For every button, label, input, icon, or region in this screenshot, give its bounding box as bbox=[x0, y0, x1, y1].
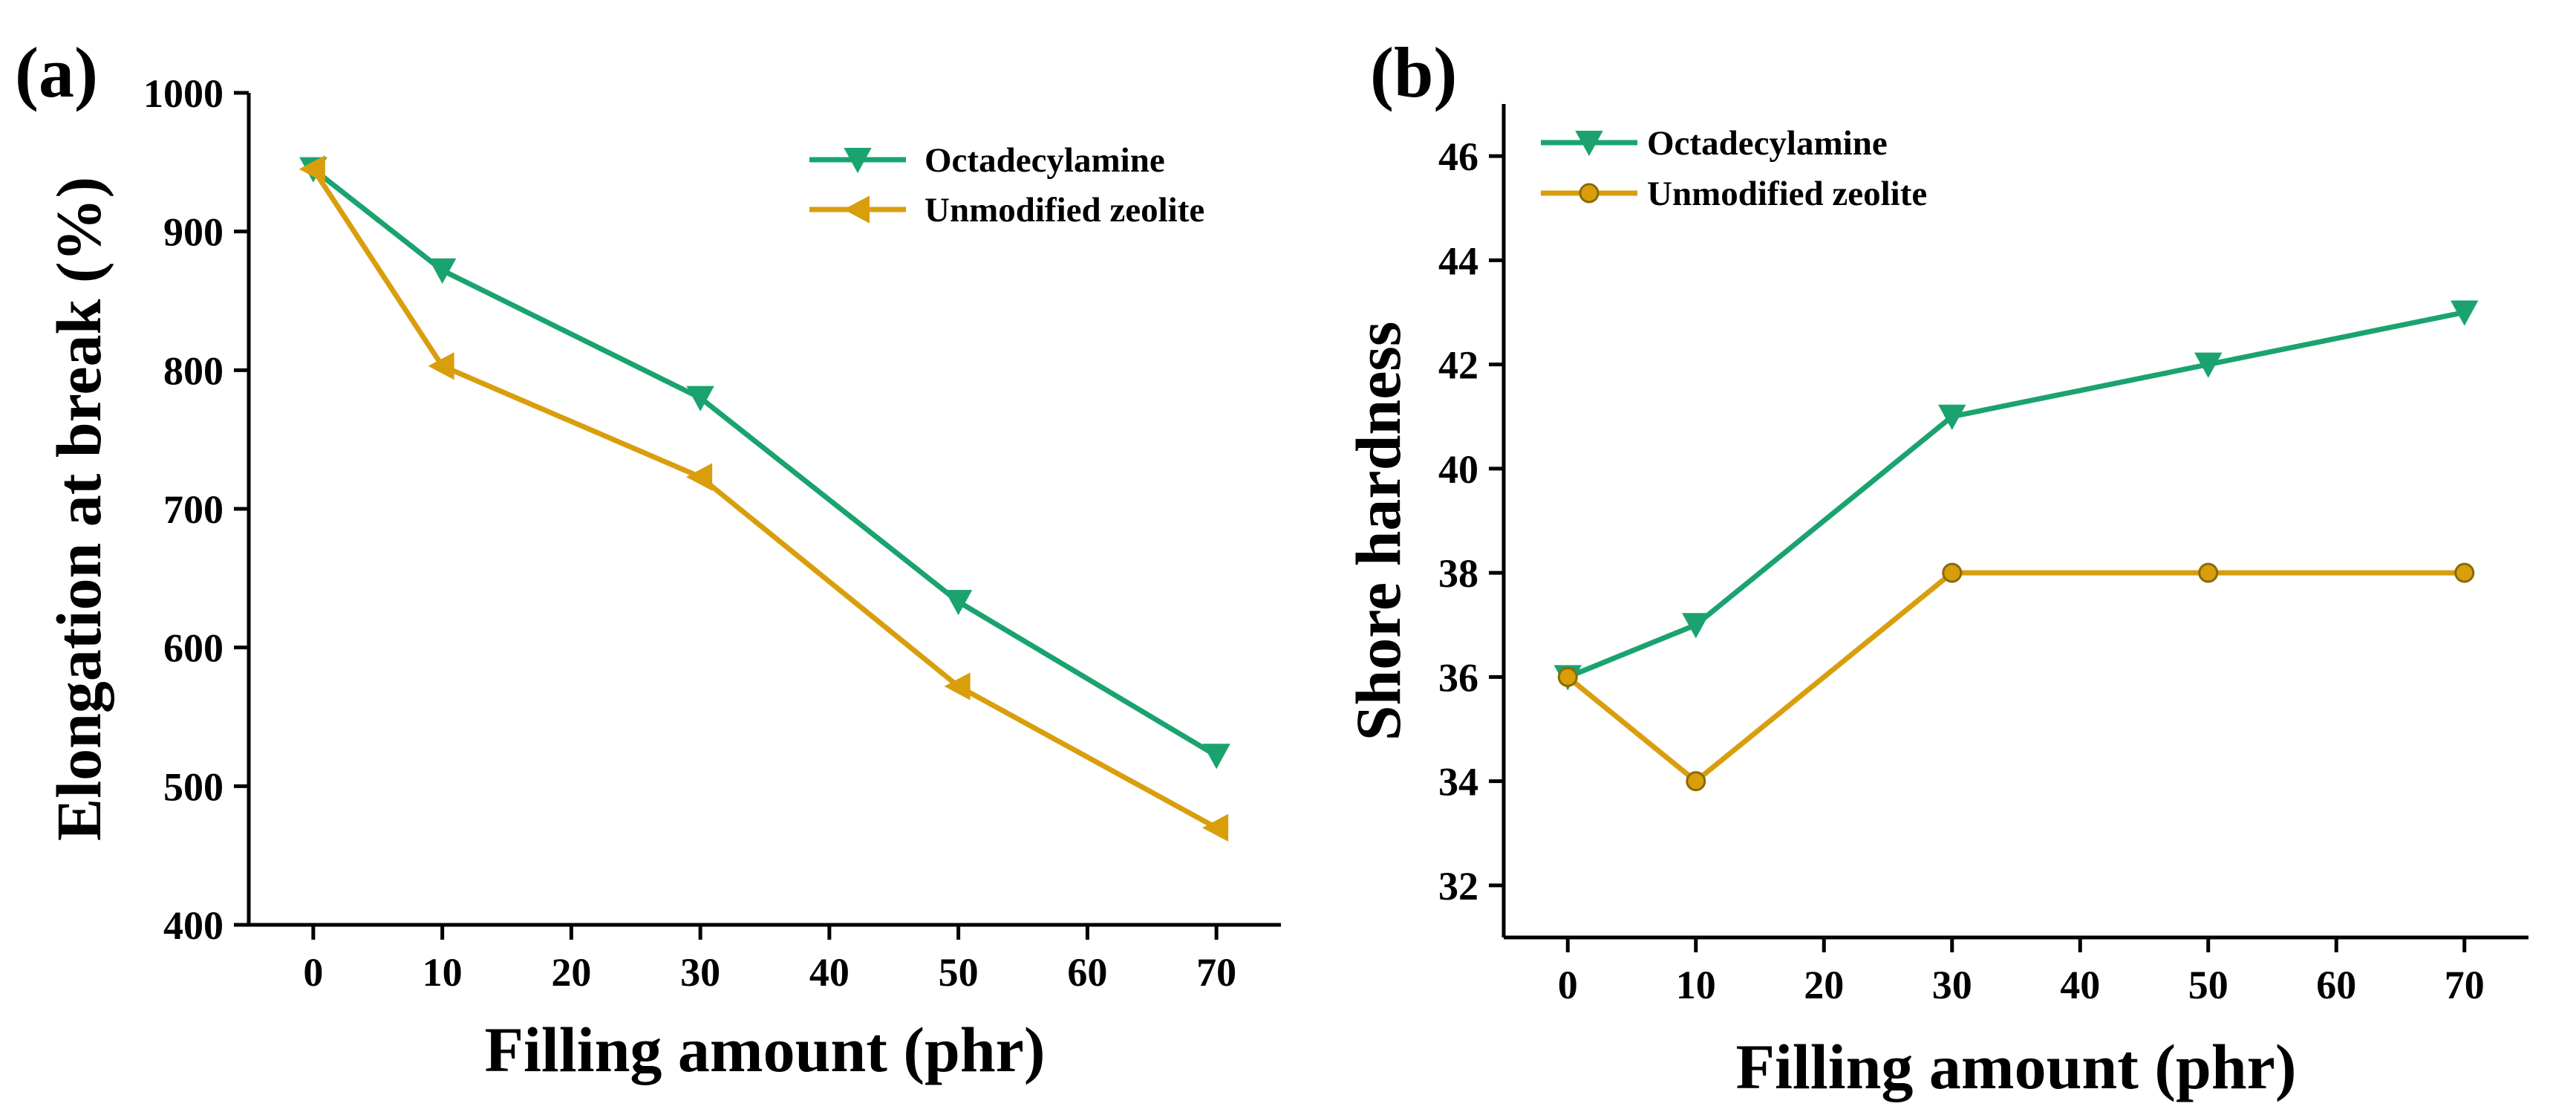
chart-b-point-octadecylamine-30 bbox=[1938, 404, 1966, 430]
chart-b-point-octadecylamine-10 bbox=[1682, 613, 1710, 639]
chart-b-x-tick-label-50: 50 bbox=[2188, 963, 2228, 1007]
chart-a-point-unmodified-zeolite-0 bbox=[299, 155, 325, 183]
chart-a-point-unmodified-zeolite-30 bbox=[685, 463, 713, 491]
chart-a-point-octadecylamine-10 bbox=[428, 258, 457, 285]
chart-b-y-tick-label-38: 38 bbox=[1438, 551, 1478, 596]
chart-a-y-tick-label-900: 900 bbox=[163, 210, 224, 255]
panel-b-label: (b) bbox=[1370, 33, 1457, 112]
chart-a-x-tick-label-0: 0 bbox=[303, 950, 323, 995]
chart-panel-a: (a) 0 10 20 30 40 50 60 70 400 500 600 700 800 900 100… bbox=[15, 33, 1281, 1085]
legend-b-symbol-unmodified-zeolite bbox=[1579, 183, 1600, 204]
chart-a-y-tick-label-400: 400 bbox=[163, 903, 224, 948]
chart-b-y-tick-label-32: 32 bbox=[1438, 864, 1478, 908]
legend-a-marker-unmodified-zeolite bbox=[843, 195, 870, 224]
chart-a-x-title: Filling amount (phr) bbox=[485, 1014, 1046, 1085]
chart-a-y-tick-label-500: 500 bbox=[163, 764, 224, 809]
chart-b-x-tick-label-20: 20 bbox=[1804, 963, 1844, 1007]
legend-a-label-octadecylamine: Octadecylamine bbox=[925, 141, 1165, 180]
chart-a-x-tick-label-60: 60 bbox=[1067, 950, 1107, 995]
chart-b-x-tick-label-10: 10 bbox=[1676, 963, 1716, 1007]
legend-b-symbol-octadecylamine bbox=[1575, 131, 1603, 157]
legend-b-marker-octadecylamine bbox=[1575, 131, 1603, 157]
chart-b-x-tick-label-70: 70 bbox=[2445, 963, 2485, 1007]
chart-a-y-title: Elongation at break (%) bbox=[43, 177, 114, 841]
chart-b-x-title: Filling amount (phr) bbox=[1736, 1031, 2297, 1102]
chart-b-legend: Octadecylamine Unmodified zeolite bbox=[1541, 124, 1927, 213]
chart-a-y-tick-label-800: 800 bbox=[163, 348, 224, 393]
legend-a-label-unmodified-zeolite: Unmodified zeolite bbox=[925, 191, 1204, 230]
chart-a-series bbox=[299, 155, 1230, 842]
chart-b-y-tick-label-40: 40 bbox=[1438, 447, 1478, 492]
chart-a-point-octadecylamine-30 bbox=[686, 386, 714, 412]
chart-b-x-tick-label-60: 60 bbox=[2316, 963, 2356, 1007]
chart-b-point-unmodified-zeolite-10 bbox=[1686, 771, 1706, 792]
chart-b-y-tick-label-34: 34 bbox=[1438, 760, 1478, 804]
chart-b-y-tick-label-36: 36 bbox=[1438, 655, 1478, 700]
chart-b-y-tick-label-44: 44 bbox=[1438, 238, 1478, 283]
panel-a-label: (a) bbox=[15, 33, 98, 112]
legend-a-symbol-octadecylamine bbox=[844, 148, 872, 174]
chart-a-x-tick-label-50: 50 bbox=[939, 950, 979, 995]
chart-b-y-title: Shore hardness bbox=[1343, 322, 1414, 741]
chart-a-y-tick-label-1000: 1000 bbox=[143, 71, 224, 116]
legend-b-marker-unmodified-zeolite bbox=[1579, 183, 1600, 204]
legend-a-marker-octadecylamine bbox=[844, 148, 872, 174]
chart-b-ticks: 0 10 20 30 40 50 60 70 32 34 36 38 40 42 44 46 bbox=[1438, 134, 2485, 1007]
chart-b-series bbox=[1553, 300, 2479, 792]
chart-b-y-tick-label-42: 42 bbox=[1438, 343, 1478, 388]
chart-b-y-tick-label-46: 46 bbox=[1438, 134, 1478, 179]
chart-a-point-unmodified-zeolite-70 bbox=[1201, 813, 1229, 842]
legend-a-symbol-unmodified-zeolite bbox=[843, 195, 870, 224]
chart-a-point-unmodified-zeolite-10 bbox=[428, 352, 454, 380]
chart-b-x-tick-label-0: 0 bbox=[1558, 963, 1578, 1007]
chart-b-x-tick-label-30: 30 bbox=[1932, 963, 1972, 1007]
chart-a-point-octadecylamine-70 bbox=[1202, 744, 1230, 770]
chart-a-x-tick-label-10: 10 bbox=[423, 950, 463, 995]
legend-b-label-unmodified-zeolite: Unmodified zeolite bbox=[1647, 175, 1927, 213]
chart-b-point-octadecylamine-70 bbox=[2451, 300, 2479, 326]
chart-a-x-tick-label-20: 20 bbox=[551, 950, 591, 995]
legend-b-label-octadecylamine: Octadecylamine bbox=[1647, 124, 1888, 163]
chart-b-point-unmodified-zeolite-50 bbox=[2198, 562, 2219, 583]
chart-a-y-tick-label-700: 700 bbox=[163, 487, 224, 532]
chart-a-y-tick-label-600: 600 bbox=[163, 626, 224, 671]
chart-b-x-tick-label-40: 40 bbox=[2060, 963, 2100, 1007]
chart-a-x-tick-label-30: 30 bbox=[680, 950, 720, 995]
chart-a-point-octadecylamine-50 bbox=[944, 590, 973, 616]
chart-b-point-unmodified-zeolite-30 bbox=[1942, 562, 1963, 583]
chart-a-legend: Octadecylamine Unmodified zeolite bbox=[809, 141, 1204, 230]
chart-b-point-unmodified-zeolite-0 bbox=[1557, 666, 1578, 687]
chart-a-x-tick-label-40: 40 bbox=[809, 950, 850, 995]
chart-a-point-unmodified-zeolite-50 bbox=[944, 672, 971, 700]
chart-a-x-tick-label-70: 70 bbox=[1196, 950, 1236, 995]
chart-b-point-unmodified-zeolite-70 bbox=[2454, 562, 2475, 583]
chart-a-ticks: 0 10 20 30 40 50 60 70 400 500 600 700 800 900 1000 bbox=[143, 71, 1236, 995]
chart-b-point-octadecylamine-50 bbox=[2194, 352, 2223, 378]
chart-panel-b: (b) 0 10 20 30 40 50 60 70 32 34 36 38 40 42 44 46 Fill… bbox=[1343, 33, 2528, 1102]
